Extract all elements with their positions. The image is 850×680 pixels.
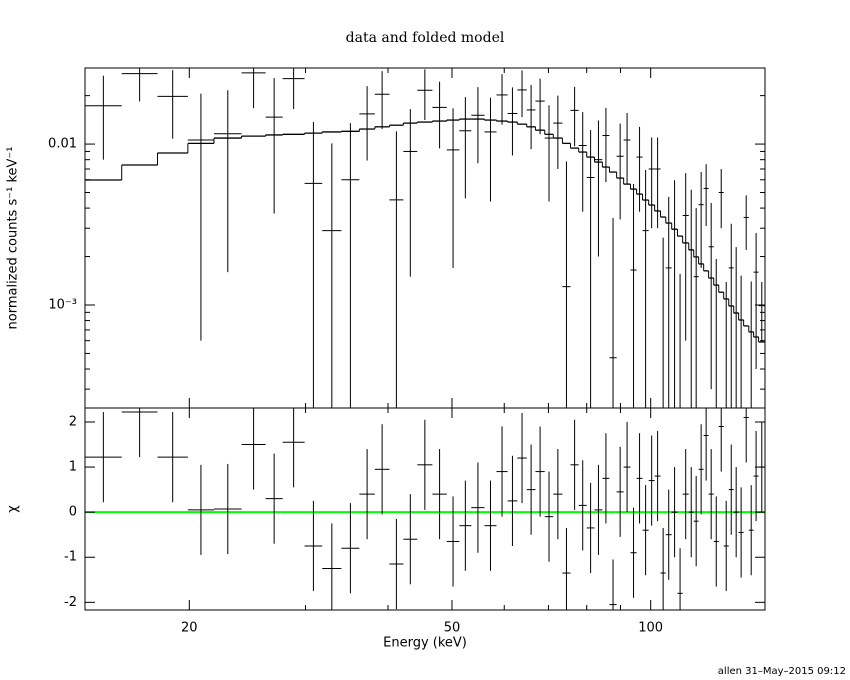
panel-1 [85, 408, 765, 610]
x-tick-label: 50 [444, 621, 461, 636]
y-tick-label: 0 [69, 505, 77, 520]
x-tick-label: 20 [181, 621, 198, 636]
x-tick-label: 100 [638, 621, 663, 636]
y-tick-label: -2 [64, 595, 77, 610]
y-tick-label: -1 [64, 550, 77, 565]
y-axis-label: normalized counts s⁻¹ keV⁻¹ [6, 147, 21, 330]
x-axis-label: Energy (keV) [383, 636, 467, 651]
footer: allen 31–May–2015 09:12 [718, 666, 846, 677]
y-tick-label: 2 [69, 414, 77, 429]
chart-title: data and folded model [346, 30, 505, 46]
y-axis-label: χ [6, 505, 21, 513]
panel-0 [85, 68, 765, 408]
y-tick-label: 1 [69, 460, 77, 475]
y-tick-label: 10⁻³ [48, 297, 77, 312]
y-tick-label: 0.01 [48, 137, 77, 152]
plot-frame [84, 407, 766, 611]
